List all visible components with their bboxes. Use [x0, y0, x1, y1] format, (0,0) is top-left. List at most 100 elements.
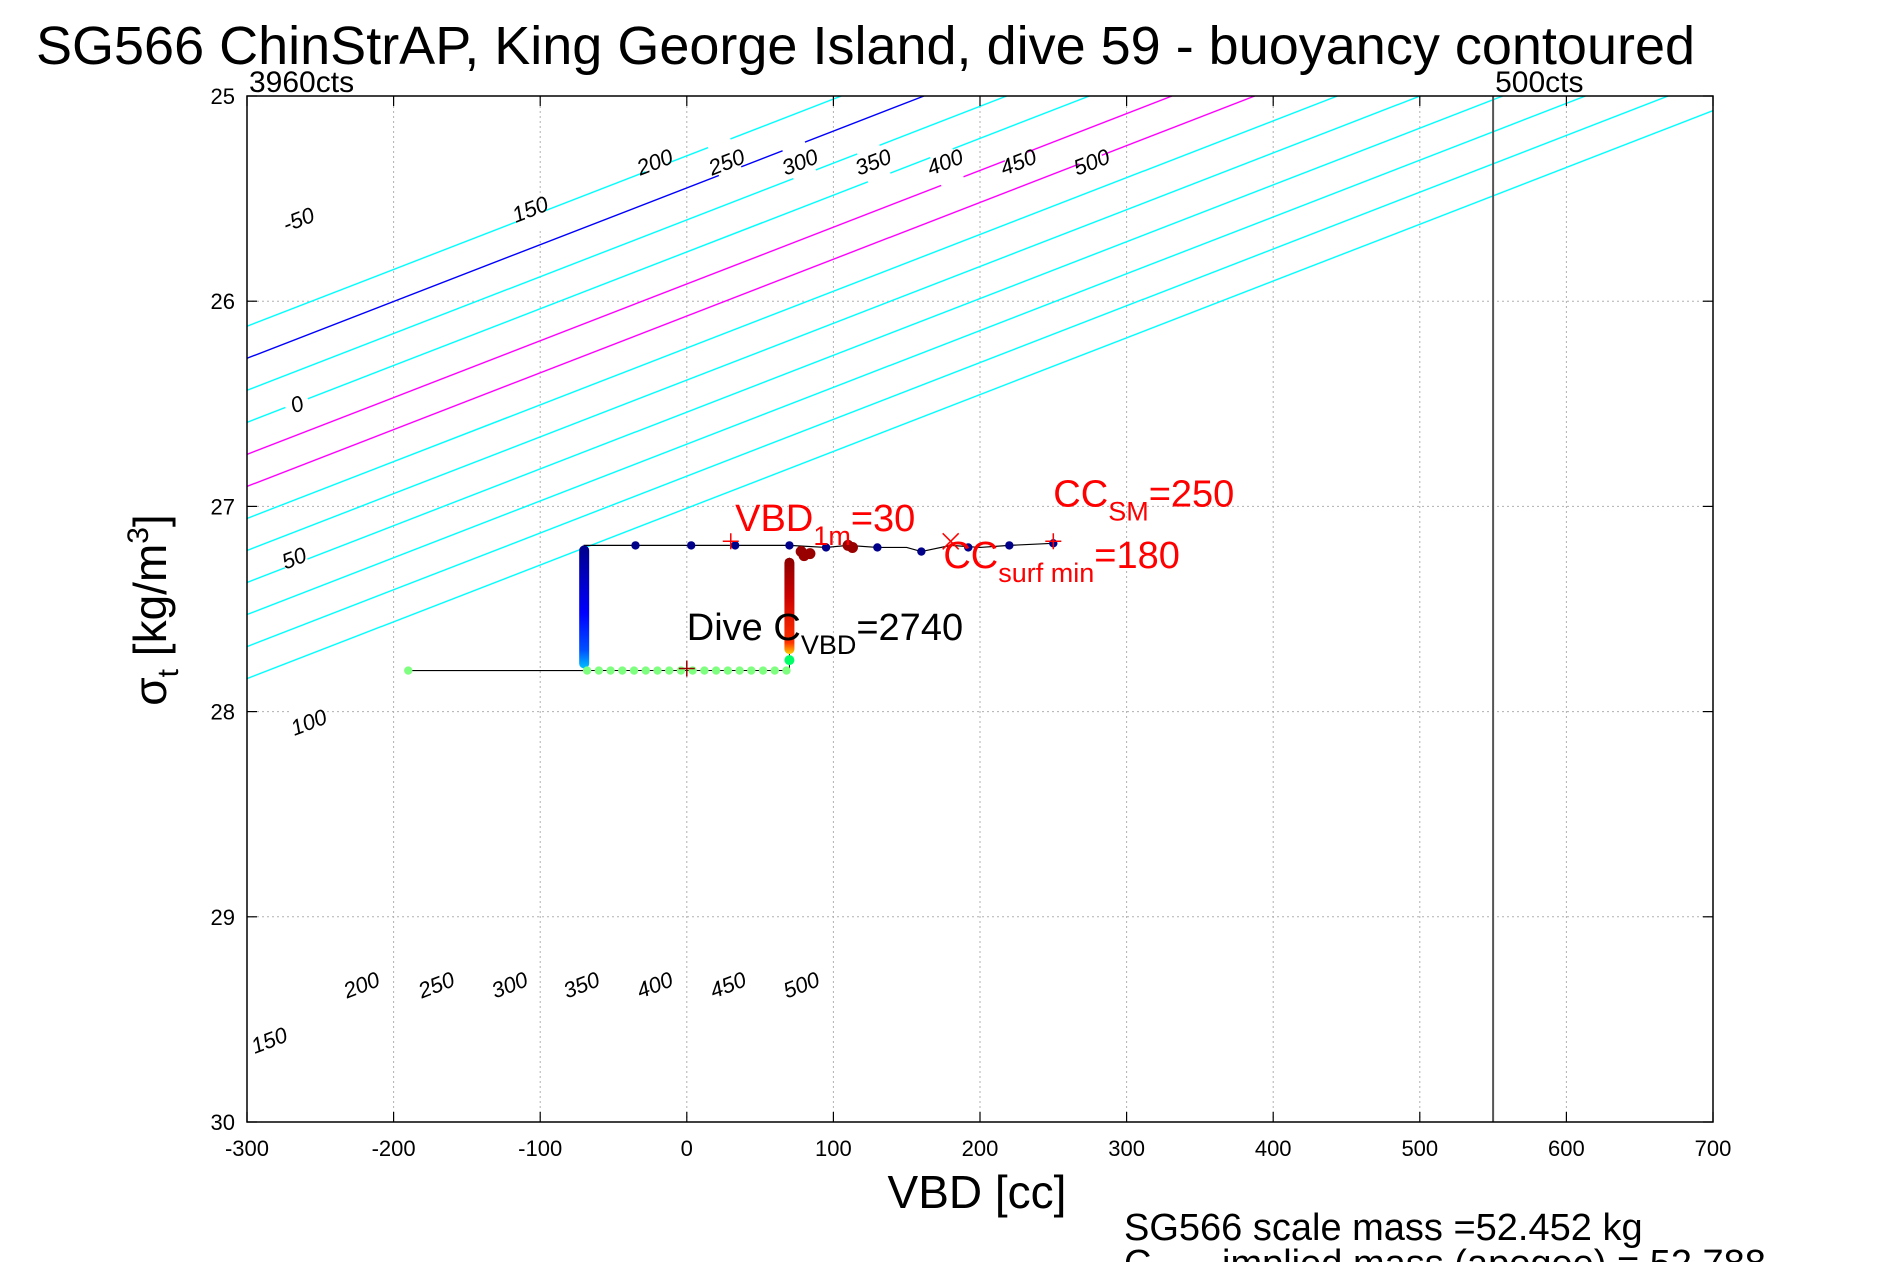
green-point: [618, 666, 627, 675]
contour-label-bg: [510, 184, 550, 234]
contour-labels: -500501001501502002002502503003003503504…: [248, 136, 1114, 1065]
buoyancy-contours: [247, 96, 1713, 680]
green-point: [665, 666, 674, 675]
x-tick-label: -100: [518, 1136, 562, 1161]
contour-label-bg: [416, 959, 456, 1010]
green-point: [653, 666, 662, 675]
red-point: [846, 541, 858, 553]
red-point: [804, 548, 816, 560]
contour-label-bg: [635, 959, 674, 1010]
y-axis-ticks: 25 26 27 28 29 30: [211, 84, 1713, 1135]
annotation-sub: 1m: [813, 521, 851, 551]
contour-line: [247, 96, 1421, 552]
y-tick-label: 26: [211, 289, 235, 314]
contour-label-bg: [277, 378, 316, 429]
navy-point: [873, 543, 882, 552]
green-point: [758, 666, 768, 675]
x-tick-label: 100: [815, 1136, 852, 1161]
blue-point-column: [579, 545, 590, 669]
green-point: [700, 666, 709, 675]
contour-line: [247, 96, 1007, 392]
y-tick-label: 27: [211, 494, 235, 519]
contour-label-bg: [925, 136, 964, 187]
y-tick-label: 29: [211, 905, 235, 930]
contour-line: [247, 96, 1173, 456]
x-tick-label: -200: [372, 1136, 416, 1161]
annotation-suffix: =180: [1094, 535, 1180, 577]
x-tick-label: 300: [1108, 1136, 1145, 1161]
annotation-ccsm: CCSM=250: [1053, 473, 1234, 526]
navy-point: [631, 541, 640, 550]
x-tick-label: 500: [1401, 1136, 1438, 1161]
contour-label-bg: [562, 959, 601, 1010]
contour-label-bg: [853, 136, 893, 187]
green-point: [606, 666, 615, 675]
annotation-ccsurf: CCsurf min=180: [943, 535, 1180, 588]
annotation-main: CC: [1053, 473, 1108, 515]
y-axis-label-unit: [kg/m: [124, 544, 176, 669]
annotation-sub: SM: [1108, 496, 1149, 526]
annotation-main: Dive C: [687, 607, 801, 649]
green-point: [782, 666, 791, 675]
footer-implied-mass: C implied mass (apogee) = 52.788: [1124, 1243, 1766, 1262]
green-point: [629, 666, 639, 675]
contour-label-bg: [635, 136, 674, 187]
y-axis-label: σt [kg/m3]: [122, 514, 185, 705]
top-axis-labels: 3960cts 500cts: [249, 66, 1583, 99]
green-point: [723, 666, 733, 675]
contour-line: [247, 96, 1090, 424]
contour-label-bg: [490, 959, 529, 1010]
navy-point: [785, 541, 794, 550]
top-count-label: 500cts: [1495, 66, 1583, 99]
navy-point: [686, 541, 696, 550]
y-axis-label-sigma: σ: [124, 677, 176, 705]
contour-line: [247, 96, 842, 327]
navy-point: [821, 543, 831, 552]
green-point: [404, 666, 413, 675]
navy-point: [917, 547, 926, 556]
contour-label-bg: [782, 959, 821, 1010]
navy-point: [1005, 541, 1014, 550]
y-tick-label: 28: [211, 700, 235, 725]
contour-line: [247, 96, 1504, 584]
x-tick-label: 0: [681, 1136, 693, 1161]
contour-line: [247, 96, 1669, 648]
green-point: [747, 666, 756, 675]
annotation-sub: VBD: [801, 630, 857, 660]
contour-label-bg: [708, 959, 747, 1010]
plus-marker: [1045, 533, 1062, 550]
contour-label-bg: [780, 136, 819, 187]
annotation-suffix: =30: [851, 498, 915, 540]
chart-title: SG566 ChinStrAP, King George Island, div…: [36, 16, 1695, 76]
footer-implied-sym: C: [1124, 1243, 1151, 1262]
x-axis-ticks: -300 -200 -100 0 100 200 300 400 500 600 700: [225, 96, 1731, 1161]
annotation-dive: Dive CVBD=2740: [687, 607, 963, 660]
y-axis-label-sub: t: [152, 668, 185, 677]
x-tick-label: 200: [962, 1136, 999, 1161]
contour-line: [247, 96, 925, 360]
contour-label-bg: [707, 136, 746, 187]
annotation-suffix: =250: [1149, 473, 1235, 515]
red-point-column: [784, 557, 795, 655]
yellow-green-point: [784, 655, 795, 666]
annotation-main: CC: [943, 535, 998, 577]
contour-label-bg: [289, 697, 328, 747]
annotation-vbd: VBD1m=30: [735, 498, 915, 551]
contour-label-bg: [249, 1015, 289, 1065]
contour-line: [247, 96, 1338, 520]
green-point: [711, 666, 721, 675]
navy-point: [730, 541, 740, 550]
contour-line: [247, 96, 1255, 488]
y-axis-label-exp: 3: [122, 527, 155, 544]
x-tick-label: 400: [1255, 1136, 1292, 1161]
contour-label-bg: [279, 194, 318, 244]
y-tick-label: 25: [211, 84, 235, 109]
grid: [247, 96, 1713, 1122]
green-point: [582, 666, 592, 675]
contour-label-bg: [274, 532, 314, 583]
x-tick-label: -300: [225, 1136, 269, 1161]
red-point: [795, 546, 807, 558]
navy-point: [964, 543, 973, 552]
